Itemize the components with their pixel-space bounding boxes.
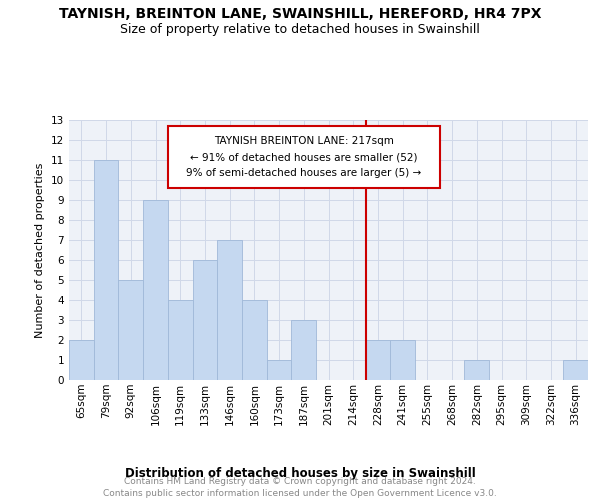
Bar [69,340,94,380]
Bar [390,340,415,380]
Bar [563,360,588,380]
Text: Distribution of detached houses by size in Swainshill: Distribution of detached houses by size … [125,468,475,480]
Bar [292,320,316,380]
Text: Contains HM Land Registry data © Crown copyright and database right 2024.
Contai: Contains HM Land Registry data © Crown c… [103,476,497,498]
Text: Size of property relative to detached houses in Swainshill: Size of property relative to detached ho… [120,22,480,36]
Bar [94,160,118,380]
Bar [242,300,267,380]
Bar [143,200,168,380]
Bar [217,240,242,380]
Bar [118,280,143,380]
Text: TAYNISH, BREINTON LANE, SWAINSHILL, HEREFORD, HR4 7PX: TAYNISH, BREINTON LANE, SWAINSHILL, HERE… [59,8,541,22]
Text: TAYNISH BREINTON LANE: 217sqm
← 91% of detached houses are smaller (52)
9% of se: TAYNISH BREINTON LANE: 217sqm ← 91% of d… [186,136,421,177]
Bar [464,360,489,380]
Bar [365,340,390,380]
Bar [267,360,292,380]
FancyBboxPatch shape [168,126,440,188]
Bar [193,260,217,380]
Y-axis label: Number of detached properties: Number of detached properties [35,162,46,338]
Bar [168,300,193,380]
